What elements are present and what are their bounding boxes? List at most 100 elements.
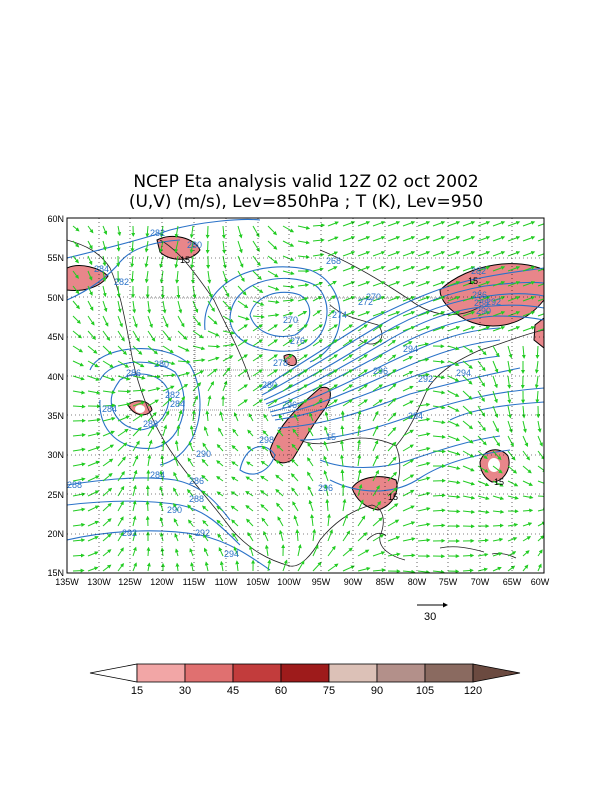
lon-label: 105W [246,577,270,587]
wind-vector-arrow-icon [275,488,284,497]
wind-speed-shading [67,235,544,511]
wind-vector-arrow-icon [117,485,125,497]
wind-vector-arrow-icon [342,369,353,377]
wind-vector-arrow-icon [327,221,339,227]
wind-vector-arrow-icon [252,339,263,347]
wind-vector-arrow-icon [275,474,284,482]
wind-vector-arrow-icon [340,439,344,452]
map-frame [66,217,545,574]
wind-vector-arrow-icon [402,489,415,497]
wind-vector-arrow-icon [342,221,356,227]
lon-label: 80W [408,577,427,587]
wind-vector-arrow-icon [132,515,137,527]
wind-vector-arrow-icon [237,324,248,332]
wind-vector-arrow-icon [521,345,526,359]
wind-vector-arrow-icon [387,383,397,392]
wind-vector-arrow-icon [342,565,355,572]
contour-label: 278 [273,358,288,368]
wind-vector-arrow-icon [477,480,490,487]
wind-vector-arrow-icon [342,266,356,272]
wind-vector-arrow-icon [357,454,362,467]
wind-vector-arrow-icon [162,345,174,354]
wind-vector-arrow-icon [189,547,194,557]
wind-vector-arrow-icon [477,567,488,572]
wind-vector-arrow-icon [231,461,239,467]
wind-vector-arrow-icon [217,533,224,542]
wind-vector-arrow-icon [432,326,446,332]
wind-vector-arrow-icon [291,487,299,497]
wind-vector-arrow-icon [174,240,179,254]
wind-vector-arrow-icon [102,300,108,313]
wind-vector-arrow-icon [477,552,489,557]
wind-vector-arrow-icon [507,420,513,433]
wind-vector-arrow-icon [402,236,416,242]
wind-vector-arrow-icon [201,458,209,467]
wind-vector-arrow-icon [537,507,544,512]
wind-vector-arrow-icon [417,446,431,452]
lon-label: 70W [471,577,490,587]
wind-vector-arrow-icon [522,550,530,557]
wind-vector-arrow-icon [417,417,431,422]
wind-vector-arrow-icon [293,413,299,422]
wind-vector-arrow-icon [102,564,112,572]
wind-vector-arrow-icon [387,251,401,257]
wind-vector-arrow-icon [357,369,368,377]
wind-vector-arrow-icon [417,281,431,287]
wind-vector-arrow-icon [237,339,248,347]
wind-vector-arrow-icon [323,440,329,452]
wind-vector-arrow-icon [132,440,140,452]
wind-vector-arrow-icon [297,311,308,317]
wind-vector-arrow-icon [477,311,491,317]
wind-vector-arrow-icon [492,281,506,287]
wind-vector-arrow-icon [307,442,314,452]
wind-vector-arrow-icon [417,570,431,573]
wind-vector-arrow-icon [327,324,338,332]
wind-vector-arrow-icon [372,425,379,437]
wind-vector-arrow-icon [297,225,311,230]
lon-label: 115W [183,577,206,587]
colorbar-label: 90 [371,685,383,697]
wind-vector-arrow-icon [432,449,446,454]
wind-vector-arrow-icon [357,424,362,437]
wind-vector-arrow-icon [261,517,269,527]
wind-vector-arrow-icon [477,221,491,227]
contour-label: 296 [373,366,388,376]
wind-vector-arrow-icon [357,324,368,332]
wind-vector-arrow-icon [312,339,323,347]
wind-vector-arrow-icon [177,359,191,364]
wind-vector-arrow-icon [102,345,113,355]
wind-vector-arrow-icon [387,281,401,287]
wind-vector-arrow-icon [402,356,414,362]
wind-vector-arrow-icon [372,221,386,227]
wind-vector-arrow-icon [222,300,232,311]
wind-vector-arrow-icon [132,375,146,380]
wind-vector-arrow-icon [147,360,161,367]
wind-vector-arrow-icon [507,311,521,317]
wind-vector-arrow-icon [307,471,314,482]
colorbar-segment [184,663,234,683]
wind-vector-arrow-icon [387,487,398,497]
wind-vector-arrow-icon [216,491,224,497]
wind-vector-arrow-icon [432,281,446,287]
wind-vector-arrow-icon [342,251,356,257]
lon-label: 135W [55,577,79,587]
wind-vector-arrow-icon [282,240,295,247]
wind-vector-arrow-icon [507,296,521,302]
wind-vector-arrow-icon [205,410,210,422]
wind-vector-arrow-icon [308,499,314,512]
wind-vector-arrow-icon [447,345,460,351]
wind-vector-arrow-icon [402,537,416,542]
wind-vector-arrow-icon [297,399,308,407]
wind-vector-arrow-icon [312,223,326,228]
wind-vector-arrow-icon [402,311,416,317]
wind-vector-arrow-icon [432,493,446,498]
wind-vector-arrow-icon [402,400,414,407]
wind-vector-arrow-icon [72,553,85,558]
wind-vector-arrow-icon [145,500,150,512]
wind-vector-arrow-icon [535,390,540,404]
wind-vector-arrow-icon [145,225,150,238]
wind-vector-arrow-icon [325,498,330,512]
wind-vector-arrow-icon [357,499,364,512]
lon-label: 90W [344,577,363,587]
colorbar-label: 60 [275,685,287,697]
